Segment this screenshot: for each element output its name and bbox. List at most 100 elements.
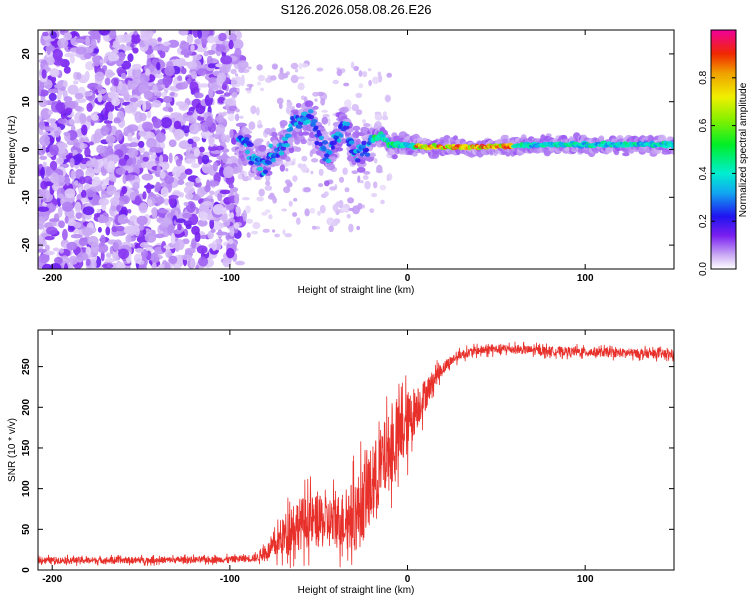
spectrogram-cell (96, 31, 101, 44)
colorbar-tick-label: 0.8 (698, 70, 709, 84)
spectrogram-cell (297, 76, 305, 80)
spectrogram-cell (367, 68, 372, 72)
spectrogram-cell (57, 119, 67, 124)
spectrogram-cell (264, 127, 272, 135)
spectrogram-cell (48, 92, 57, 102)
spectrogram-cell (167, 39, 180, 48)
spectrogram-cell (251, 230, 258, 235)
spectrogram-cell (342, 167, 348, 175)
spectrogram-cell (671, 145, 674, 150)
spectrogram-cell (185, 192, 194, 200)
spectrogram-cell (313, 125, 319, 130)
spectrogram-cell (196, 64, 208, 69)
spectrogram-cell (278, 142, 283, 147)
spectrogram-cell (65, 107, 73, 114)
snr-panel: -200 -100 0 100 0 50 100 150 200 250 Height of s… (7, 329, 675, 596)
spectrogram-cell (207, 180, 220, 187)
spectrogram-cell (354, 130, 360, 139)
spectrogram-ytick-label: -10 (21, 190, 32, 205)
spectrogram-cell (385, 95, 391, 102)
spectrogram-cell (235, 108, 240, 113)
spectrogram-cell (163, 198, 170, 206)
spectrogram-cell (40, 166, 45, 179)
spectrogram-cell (144, 30, 154, 39)
spectrogram-cell (87, 235, 99, 247)
spectrogram-cell (215, 145, 225, 151)
spectrogram-cell (355, 109, 363, 116)
spectrogram-cell (168, 255, 178, 264)
spectrogram-cell (220, 133, 227, 143)
spectrogram-cell (206, 115, 213, 127)
spectrogram-cell (70, 170, 76, 181)
spectrogram-cell (85, 246, 92, 256)
spectrogram-cell (152, 100, 162, 108)
snr-ytick-label: 0 (21, 567, 32, 573)
spectrogram-cell (152, 118, 162, 129)
spectrogram-cell (115, 129, 123, 141)
spectrogram-cell (184, 181, 195, 187)
spectrogram-cell (56, 147, 66, 154)
spectrogram-cell (38, 120, 45, 130)
spectrogram-cell (358, 70, 363, 77)
spectrogram-cell (368, 79, 372, 87)
spectrogram-cell (182, 212, 192, 219)
spectrogram-cell (282, 229, 286, 235)
spectrogram-cell (362, 71, 368, 78)
spectrogram-cell (45, 40, 51, 47)
spectrogram-cell (194, 92, 204, 99)
spectrogram-cell (362, 175, 369, 180)
spectrogram-cell (119, 98, 125, 104)
spectrogram-cell (175, 158, 182, 167)
spectrogram-cell (38, 254, 50, 264)
spectrogram-cell (224, 40, 230, 45)
spectrogram-cell (310, 122, 316, 127)
spectrogram-cell (235, 213, 241, 217)
spectrogram-cell (204, 184, 211, 193)
spectrogram-cell (217, 72, 227, 83)
snr-x-ticks: -200 -100 0 100 (42, 330, 594, 585)
spectrogram-cell (45, 166, 53, 176)
spectrogram-cell (68, 255, 79, 265)
spectrogram-cell (203, 51, 209, 57)
spectrogram-cell (115, 167, 126, 175)
spectrogram-cell (168, 107, 174, 113)
spectrogram-cell (256, 81, 262, 86)
spectrogram-cell (235, 78, 241, 85)
spectrogram-cell (84, 52, 92, 60)
spectrogram-cell (215, 124, 226, 135)
spectrogram-cell (49, 68, 60, 78)
spectrogram-cell (91, 181, 96, 188)
spectrogram-cell (45, 189, 50, 200)
snr-ytick-label: 100 (21, 480, 32, 497)
spectrogram-cell (66, 241, 78, 251)
spectrogram-cell (348, 223, 354, 233)
spectrogram-cell (105, 135, 116, 144)
spectrogram-cell (105, 252, 112, 258)
spectrogram-cell (181, 67, 187, 75)
spectrogram-cell (243, 171, 248, 177)
spectrogram-cell (164, 65, 175, 77)
spectrogram-cell (97, 226, 102, 233)
spectrogram-cell (196, 245, 208, 254)
spectrogram-image (38, 30, 674, 269)
spectrogram-cell (168, 139, 177, 148)
spectrogram-cell (221, 152, 228, 164)
spectrogram-cell (155, 181, 162, 192)
spectrogram-cell (144, 75, 150, 82)
spectrogram-cell (107, 53, 120, 62)
spectrogram-cell (64, 188, 76, 199)
spectrogram-cell (364, 147, 370, 153)
spectrogram-cell (209, 218, 215, 230)
spectrogram-cell (231, 77, 236, 88)
spectrogram-cell (211, 221, 224, 230)
spectrogram-cell (96, 84, 103, 91)
colorbar-gradient (710, 29, 737, 270)
spectrogram-cell (382, 115, 389, 121)
spectrogram-cell (256, 196, 265, 202)
spectrogram-cell (191, 70, 198, 80)
spectrogram-cell (357, 175, 361, 183)
spectrogram-cell (38, 115, 42, 122)
spectrogram-cell (229, 188, 234, 196)
spectrogram-cell (294, 68, 299, 73)
spectrogram-cell (361, 140, 367, 146)
